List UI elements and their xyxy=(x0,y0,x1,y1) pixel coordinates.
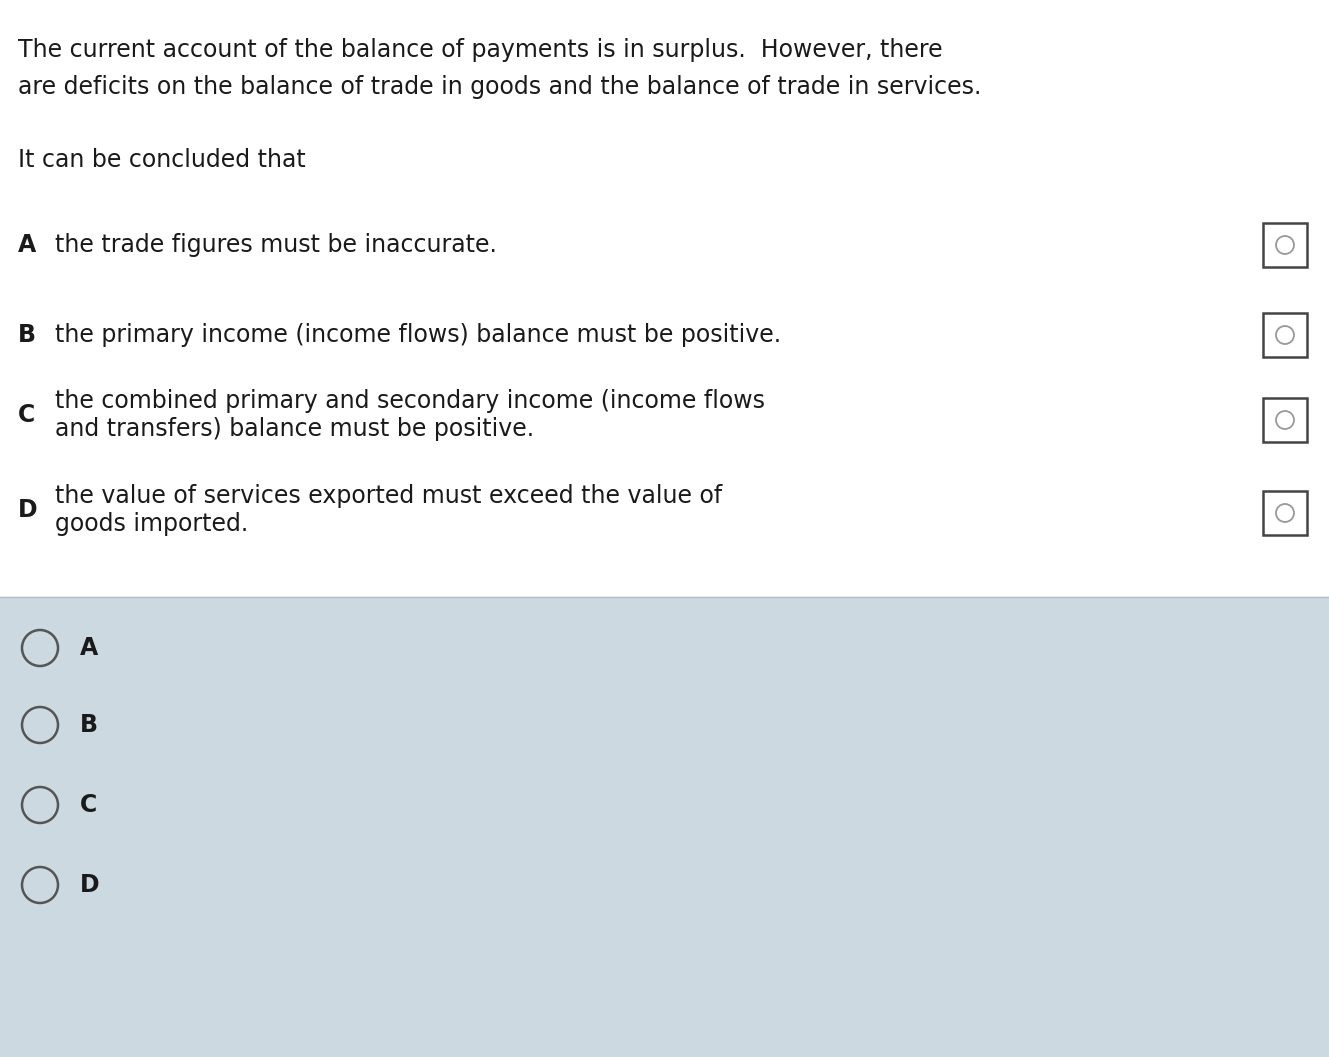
Circle shape xyxy=(1276,326,1294,344)
Bar xyxy=(1263,398,1306,442)
Text: the primary income (income flows) balance must be positive.: the primary income (income flows) balanc… xyxy=(54,323,781,347)
Text: B: B xyxy=(80,713,98,737)
Text: C: C xyxy=(80,793,97,817)
Circle shape xyxy=(1276,236,1294,254)
Bar xyxy=(0,0,1329,597)
Circle shape xyxy=(23,867,58,903)
Text: are deficits on the balance of trade in goods and the balance of trade in servic: are deficits on the balance of trade in … xyxy=(19,75,981,99)
Text: A: A xyxy=(19,233,36,257)
Bar xyxy=(1263,223,1306,267)
Text: D: D xyxy=(80,873,100,897)
Text: the combined primary and secondary income (income flows: the combined primary and secondary incom… xyxy=(54,389,766,413)
Circle shape xyxy=(23,787,58,823)
Bar xyxy=(1263,313,1306,357)
Circle shape xyxy=(1276,504,1294,522)
Text: and transfers) balance must be positive.: and transfers) balance must be positive. xyxy=(54,418,534,441)
Bar xyxy=(0,597,1329,1057)
Bar xyxy=(1263,492,1306,535)
Circle shape xyxy=(23,707,58,743)
Text: C: C xyxy=(19,403,36,427)
Circle shape xyxy=(1276,411,1294,429)
Text: It can be concluded that: It can be concluded that xyxy=(19,148,306,172)
Text: A: A xyxy=(80,636,98,660)
Text: B: B xyxy=(19,323,36,347)
Text: D: D xyxy=(19,498,37,522)
Text: the value of services exported must exceed the value of: the value of services exported must exce… xyxy=(54,484,722,508)
Text: goods imported.: goods imported. xyxy=(54,512,249,536)
Text: the trade figures must be inaccurate.: the trade figures must be inaccurate. xyxy=(54,233,497,257)
Text: The current account of the balance of payments is in surplus.  However, there: The current account of the balance of pa… xyxy=(19,38,942,62)
Circle shape xyxy=(23,630,58,666)
